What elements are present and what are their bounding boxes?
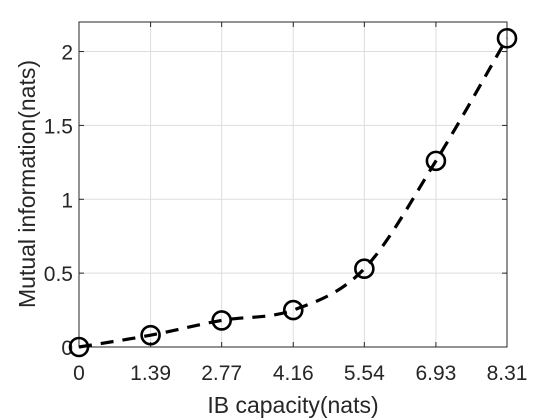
data-point — [211, 310, 232, 331]
y-tick-label: 1 — [61, 189, 73, 212]
grid — [78, 22, 508, 348]
x-tick-label: 4.16 — [273, 362, 314, 385]
y-axis-label: Mutual information(nats) — [14, 60, 40, 308]
x-tick-label: 6.93 — [415, 362, 456, 385]
x-axis-ticks: 0 1.39 2.77 4.16 5.54 6.93 8.31 — [73, 22, 527, 385]
y-tick-label: 1.5 — [44, 115, 73, 138]
data-point — [425, 150, 447, 172]
data-point — [282, 299, 304, 321]
data-point — [496, 27, 518, 49]
y-tick-label: 2 — [61, 42, 73, 65]
y-tick-label: 0.5 — [44, 263, 73, 286]
series-markers — [68, 27, 518, 358]
x-tick-label: 8.31 — [487, 362, 528, 385]
x-tick-label: 2.77 — [201, 362, 242, 385]
data-point — [68, 336, 90, 358]
data-point — [140, 324, 161, 346]
x-tick-label: 5.54 — [344, 362, 385, 385]
x-axis-label: IB capacity(nats) — [207, 392, 378, 418]
y-axis-ticks: 0 0.5 1 1.5 2 — [44, 42, 507, 360]
y-tick-label: 0 — [61, 337, 73, 360]
data-point — [354, 258, 375, 280]
x-tick-label: 0 — [73, 362, 85, 385]
x-tick-label: 1.39 — [130, 362, 171, 385]
